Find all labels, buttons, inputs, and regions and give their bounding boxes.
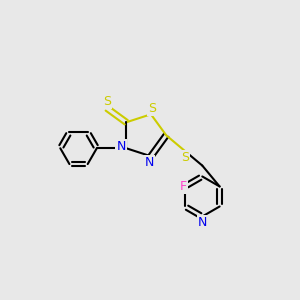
Text: S: S xyxy=(182,151,189,164)
Text: N: N xyxy=(145,156,154,169)
Text: F: F xyxy=(180,180,187,193)
Text: S: S xyxy=(148,102,156,115)
Text: S: S xyxy=(103,95,111,109)
Text: N: N xyxy=(198,217,207,230)
Text: N: N xyxy=(116,140,126,153)
